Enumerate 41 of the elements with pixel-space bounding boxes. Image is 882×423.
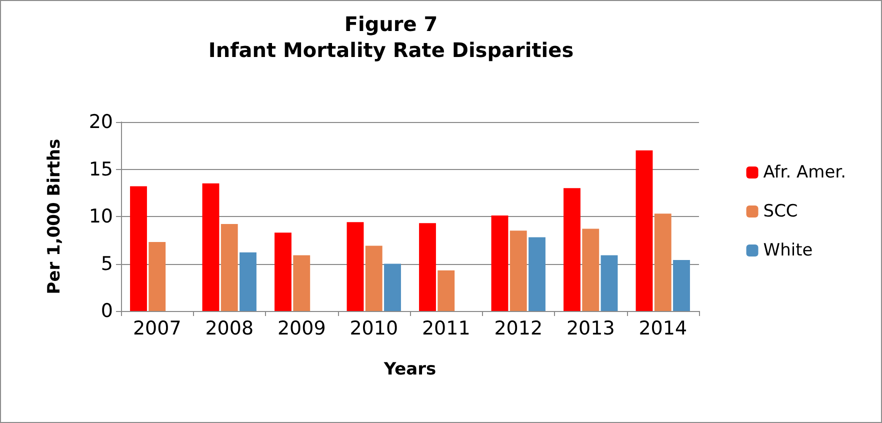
bar	[419, 223, 436, 311]
bar	[654, 214, 672, 311]
x-tick-label: 2009	[277, 318, 326, 340]
bar	[274, 232, 292, 311]
x-tick-label: 2014	[638, 318, 688, 340]
bar	[636, 150, 653, 311]
y-tick-label: 20	[88, 111, 113, 133]
y-tick-label: 0	[100, 300, 113, 322]
bar	[510, 230, 527, 311]
bar	[673, 260, 690, 311]
bar	[438, 270, 455, 311]
bar	[600, 255, 618, 311]
bar	[293, 255, 310, 311]
x-tick-label: 2008	[205, 318, 254, 340]
bar	[148, 242, 166, 311]
legend-label: Afr. Amer.	[763, 162, 846, 182]
legend-label: White	[763, 240, 813, 260]
bar	[346, 222, 364, 311]
x-tick-label: 2010	[350, 318, 398, 340]
bar	[491, 216, 508, 311]
bar	[528, 237, 546, 311]
bar	[384, 264, 401, 311]
legend-label: SCC	[763, 202, 798, 222]
y-tick-label: 10	[88, 206, 113, 228]
x-tick-label: 2012	[494, 318, 543, 340]
x-tick-label: 2007	[132, 318, 182, 340]
x-axis-title: Years	[382, 360, 436, 380]
bar	[130, 186, 147, 311]
bar	[240, 252, 256, 311]
chart-title: Figure 7	[344, 12, 438, 36]
bar	[365, 246, 382, 311]
bar	[564, 188, 580, 311]
bar	[220, 224, 238, 311]
x-tick-label: 2011	[422, 318, 470, 340]
y-tick-label: 15	[88, 158, 113, 180]
chart-subtitle: Infant Mortality Rate Disparities	[208, 38, 574, 62]
bar	[582, 228, 600, 311]
y-axis-title: Per 1,000 Births	[44, 138, 64, 294]
bar	[202, 183, 220, 311]
x-tick-label: 2013	[566, 318, 615, 340]
y-tick-label: 5	[100, 252, 113, 275]
